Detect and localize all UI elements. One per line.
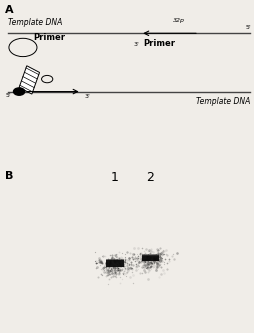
- Text: Primer: Primer: [33, 33, 65, 42]
- Text: 1: 1: [110, 171, 118, 184]
- Text: 3': 3': [84, 94, 90, 99]
- Text: Template DNA: Template DNA: [8, 18, 62, 27]
- Text: Template DNA: Template DNA: [195, 97, 249, 106]
- Text: B: B: [5, 171, 13, 181]
- Text: 2: 2: [146, 171, 154, 184]
- Text: 32p: 32p: [173, 18, 185, 23]
- Text: 5': 5': [244, 25, 250, 30]
- FancyBboxPatch shape: [142, 254, 158, 256]
- FancyBboxPatch shape: [105, 260, 123, 266]
- Text: 3': 3': [133, 42, 138, 48]
- FancyBboxPatch shape: [105, 259, 123, 260]
- Circle shape: [13, 88, 25, 95]
- Text: 5': 5': [5, 93, 11, 98]
- FancyBboxPatch shape: [142, 255, 158, 261]
- Text: A: A: [5, 5, 14, 15]
- Polygon shape: [19, 66, 39, 94]
- Text: Primer: Primer: [142, 39, 174, 48]
